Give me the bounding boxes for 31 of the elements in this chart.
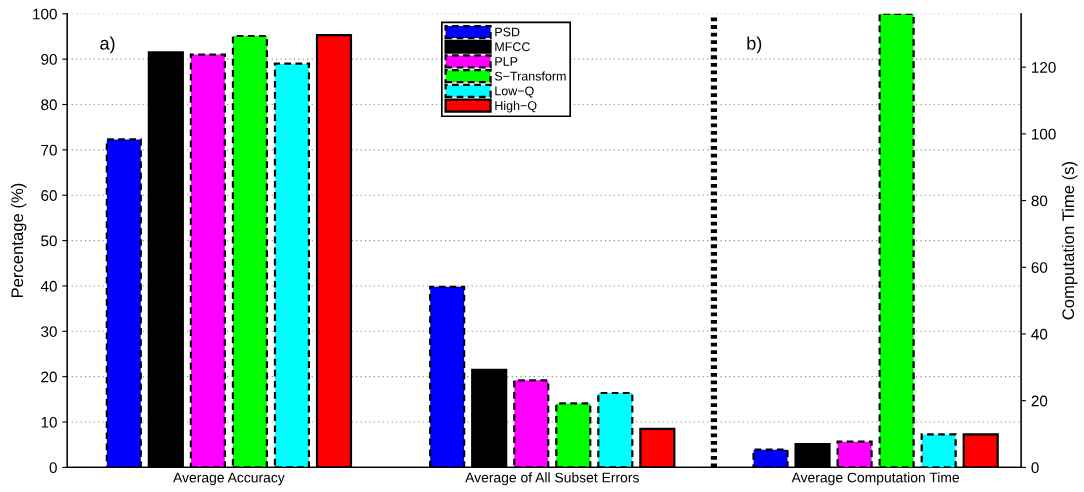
y-axis-title: Percentage (%)	[10, 183, 27, 298]
y2-tick-label: 20	[1031, 395, 1048, 407]
legend-label: S−Transform	[494, 71, 566, 81]
legend-label: Low−Q	[495, 86, 534, 98]
y-tick-label: 80	[41, 99, 57, 111]
y-tick-label: 30	[41, 326, 57, 337]
y-tick-label: 0	[49, 462, 57, 474]
x-tick-label: Average Computation Time	[791, 472, 960, 486]
y-tick-label: 90	[41, 54, 57, 65]
y2-tick-label: 40	[1031, 328, 1048, 340]
x-tick-label: Average of All Subset Errors	[465, 472, 639, 486]
y2-tick-label: 0	[1031, 462, 1039, 474]
legend-label: PLP	[495, 57, 518, 66]
y2-tick-label: 120	[1032, 62, 1056, 73]
annotation: b)	[747, 36, 762, 54]
legend-label: MFCC	[495, 42, 530, 52]
annotation: a)	[100, 36, 115, 54]
y-tick-label: 70	[41, 144, 57, 156]
y-tick-label: 50	[41, 235, 57, 247]
y2-tick-label: 60	[1031, 262, 1048, 273]
y2-tick-label: 80	[1031, 195, 1048, 207]
y-tick-label: 100	[33, 8, 57, 20]
legend-label: PSD	[495, 27, 520, 37]
y2-axis-title: Computation Time (s)	[1061, 161, 1078, 320]
y-tick-label: 10	[41, 416, 57, 428]
legend-label: High−Q	[495, 100, 537, 113]
x-tick-label: Average Accuracy	[173, 472, 285, 486]
y-tick-label: 20	[41, 371, 57, 383]
y2-tick-label: 100	[1032, 128, 1056, 140]
y-tick-label: 40	[40, 280, 57, 292]
y-tick-label: 60	[41, 190, 57, 201]
